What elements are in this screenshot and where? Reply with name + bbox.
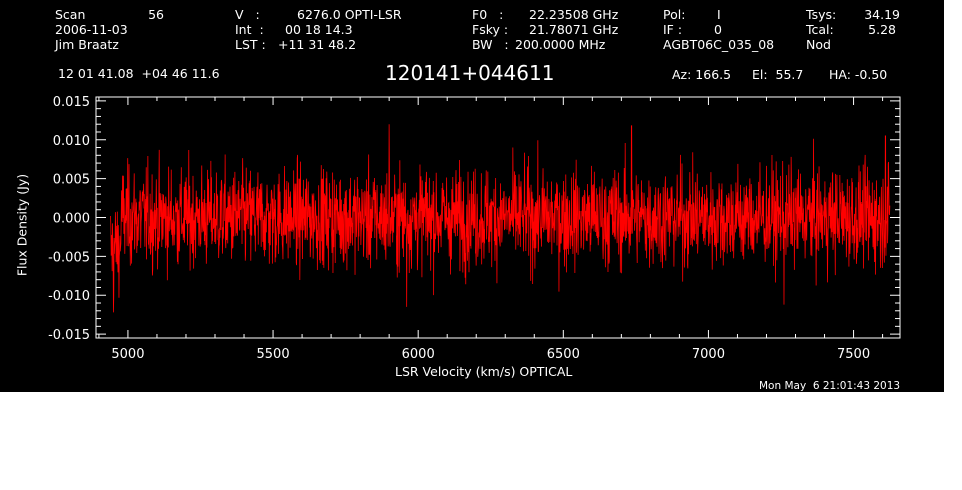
y-tick-label: 0.005 [53, 173, 90, 188]
tsys-value: 34.19 [864, 7, 900, 22]
lst-value: +11 31 48.2 [278, 37, 357, 52]
scan-value: 56 [148, 7, 164, 22]
project-id: AGBT06C_035_08 [663, 37, 775, 52]
x-axis-label: LSR Velocity (km/s) OPTICAL [395, 364, 573, 379]
source-coords: 12 01 41.08 +04 46 11.6 [58, 66, 220, 81]
fsky-value: 21.78071 GHz [529, 22, 619, 37]
y-tick-label: -0.010 [48, 289, 90, 304]
tsys-label: Tsys: [806, 7, 837, 22]
pol-label: Pol: [663, 7, 686, 22]
fsky-label: Fsky : [472, 22, 509, 37]
velocity-label: V : [235, 7, 260, 22]
bw-value: 200.0000 MHz [515, 37, 606, 52]
f0-value: 22.23508 GHz [529, 7, 619, 22]
int-value: 00 18 14.3 [285, 22, 353, 37]
elevation: El: 55.7 [752, 67, 804, 82]
tcal-value: 5.28 [868, 22, 896, 37]
proc-name: Nod [806, 37, 831, 52]
x-tick-label: 7500 [837, 347, 870, 362]
if-label: IF : [663, 22, 683, 37]
x-tick-label: 5500 [257, 347, 290, 362]
hour-angle: HA: -0.50 [829, 67, 888, 82]
if-value: 0 [714, 22, 722, 37]
chart-title: 120141+044611 [385, 61, 555, 85]
spectrum-figure: Scan 56 2006-11-03 Jim Braatz V : 6276.0… [0, 0, 944, 392]
x-tick-label: 6500 [547, 347, 580, 362]
velocity-value: 6276.0 OPTI-LSR [297, 7, 402, 22]
x-tick-label: 7000 [692, 347, 725, 362]
pol-value: I [717, 7, 721, 22]
y-tick-label: 0.010 [53, 134, 90, 149]
spectrum-trace [110, 124, 891, 313]
plot-timestamp: Mon May 6 21:01:43 2013 [759, 380, 901, 392]
observer-name: Jim Braatz [55, 37, 119, 52]
int-label: Int : [235, 22, 264, 37]
x-tick-label: 5000 [111, 347, 144, 362]
y-axis-label: Flux Density (Jy) [14, 173, 30, 277]
tcal-label: Tcal: [806, 22, 834, 37]
lst-label: LST : [235, 37, 266, 52]
x-tick-label: 6000 [402, 347, 435, 362]
obs-date: 2006-11-03 [55, 22, 128, 37]
y-tick-label: 0.000 [53, 212, 90, 227]
y-tick-label: 0.015 [53, 95, 90, 110]
y-tick-label: -0.015 [48, 328, 90, 343]
bw-label: BW : [472, 37, 509, 52]
f0-label: F0 : [472, 7, 504, 22]
spectrum-plot: 5000 5500 6000 6500 7000 7500 -0.015 -0.010 -0.0… [48, 95, 901, 362]
azimuth: Az: 166.5 [672, 67, 732, 82]
y-tick-label: -0.005 [48, 250, 90, 265]
scan-label: Scan [55, 7, 86, 22]
